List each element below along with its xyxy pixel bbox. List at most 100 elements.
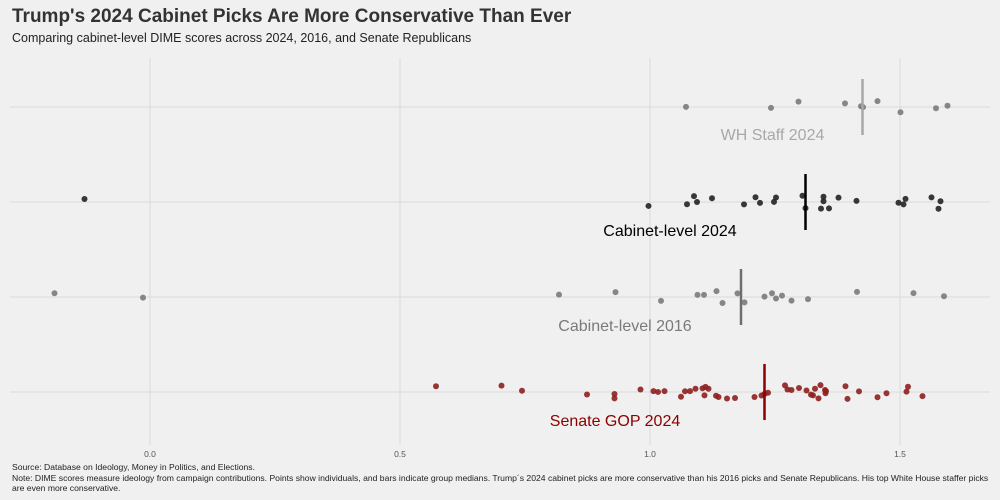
group-label: WH Staff 2024 — [721, 127, 825, 144]
data-point — [823, 388, 829, 395]
data-point — [937, 198, 944, 205]
data-point — [661, 388, 668, 395]
data-point — [645, 202, 652, 209]
group-label: Cabinet-level 2024 — [603, 223, 737, 240]
data-point — [684, 201, 690, 208]
data-point — [826, 205, 832, 212]
data-point — [820, 198, 827, 205]
data-point — [779, 292, 785, 299]
data-point — [433, 383, 439, 390]
data-point — [799, 192, 806, 199]
data-point — [773, 295, 779, 302]
data-point — [611, 395, 618, 402]
data-point — [769, 290, 775, 297]
data-point — [941, 293, 947, 300]
caption: Source: Database on Ideology, Money in P… — [12, 462, 992, 494]
chart-subtitle: Comparing cabinet-level DIME scores acro… — [12, 31, 472, 45]
data-point — [683, 103, 689, 110]
data-point — [856, 388, 862, 395]
data-point — [902, 195, 909, 202]
data-point — [803, 387, 810, 394]
data-point — [692, 385, 699, 392]
x-tick-label: 1.0 — [644, 449, 656, 459]
data-point — [935, 205, 942, 212]
data-point — [724, 395, 730, 402]
data-point — [51, 290, 58, 297]
data-point — [691, 193, 697, 200]
data-point — [788, 297, 795, 304]
data-point — [795, 98, 802, 105]
data-point — [842, 100, 848, 107]
data-point — [817, 382, 824, 389]
x-tick-label: 0.0 — [144, 449, 156, 459]
chart-title: Trump's 2024 Cabinet Picks Are More Cons… — [12, 6, 572, 27]
data-point — [910, 290, 917, 297]
data-point — [584, 391, 590, 398]
data-point — [694, 198, 700, 205]
data-point — [715, 394, 722, 401]
data-point — [752, 194, 759, 201]
data-point — [874, 98, 881, 105]
data-point — [805, 296, 811, 303]
data-point — [944, 102, 951, 109]
data-point — [140, 294, 146, 301]
data-point — [765, 389, 771, 396]
data-point — [682, 388, 688, 395]
data-point — [81, 195, 88, 202]
data-point — [741, 201, 747, 208]
data-point — [556, 291, 562, 298]
source-note: Source: Database on Ideology, Money in P… — [12, 462, 255, 472]
data-point — [658, 297, 664, 304]
data-point — [768, 104, 774, 111]
data-point — [705, 385, 712, 392]
data-point — [719, 299, 726, 306]
data-point — [732, 394, 738, 401]
data-point — [701, 392, 708, 399]
data-point — [773, 194, 779, 201]
data-point — [751, 394, 758, 401]
data-point — [788, 387, 795, 394]
data-point — [611, 391, 618, 398]
data-point — [854, 288, 860, 295]
data-point — [694, 291, 701, 298]
x-tick-label: 1.5 — [894, 449, 906, 459]
group-label: Cabinet-level 2016 — [558, 318, 692, 335]
data-point — [709, 195, 715, 202]
data-point — [905, 383, 911, 390]
data-point — [820, 193, 827, 200]
data-point — [757, 199, 763, 206]
data-point — [637, 386, 644, 393]
group-label: Senate GOP 2024 — [550, 413, 681, 430]
data-point — [853, 197, 860, 204]
data-point — [810, 392, 816, 399]
data-point — [796, 385, 802, 392]
data-point — [900, 201, 907, 208]
data-point — [895, 199, 902, 206]
x-tick-label: 0.5 — [394, 449, 406, 459]
data-point — [761, 293, 768, 300]
data-point — [655, 388, 661, 395]
data-point — [741, 299, 748, 306]
data-point — [815, 395, 822, 402]
data-point — [612, 289, 619, 296]
data-point — [818, 205, 824, 212]
data-point — [678, 393, 684, 400]
method-note: Note: DIME scores measure ideology from … — [12, 472, 989, 494]
data-point — [650, 388, 657, 395]
data-point — [713, 288, 720, 295]
data-point — [687, 388, 693, 395]
data-point — [701, 291, 707, 298]
data-point — [519, 387, 525, 394]
data-point — [844, 395, 851, 402]
data-point — [928, 194, 935, 201]
data-point — [734, 290, 741, 297]
data-point — [883, 390, 890, 397]
data-point — [903, 388, 910, 395]
data-point — [919, 393, 926, 400]
data-point — [897, 109, 904, 116]
data-point — [498, 382, 505, 389]
data-point — [874, 394, 881, 401]
data-point — [812, 385, 818, 392]
data-point — [842, 383, 849, 390]
